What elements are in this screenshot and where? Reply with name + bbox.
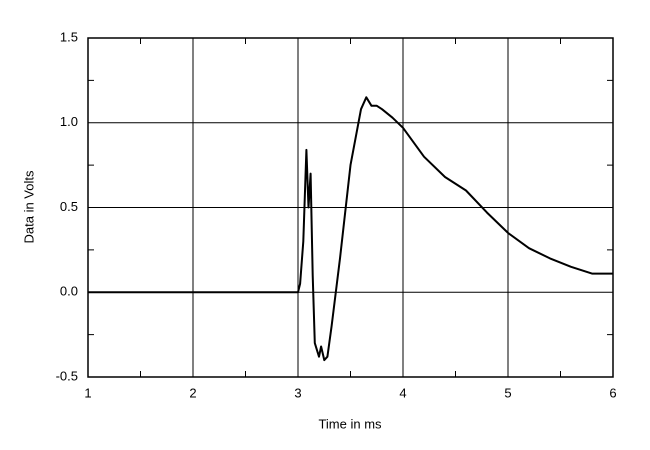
x-tick-label: 5 [504,385,511,400]
plot-frame [87,37,614,378]
x-tick-label: 1 [84,385,91,400]
x-axis-label: Time in ms [318,416,382,431]
y-axis-label: Data in Volts [21,170,36,243]
x-tick-label: 4 [399,385,406,400]
data-line [88,96,613,362]
y-tick-label: 1.5 [60,29,78,44]
y-tick-label: 1.0 [60,114,78,129]
x-tick-label: 3 [294,385,301,400]
x-tick-label: 2 [189,385,196,400]
y-tick-label: -0.5 [56,368,78,383]
y-tick-label: 0.0 [60,284,78,299]
y-tick-label: 0.5 [60,199,78,214]
x-tick-label: 6 [609,385,616,400]
